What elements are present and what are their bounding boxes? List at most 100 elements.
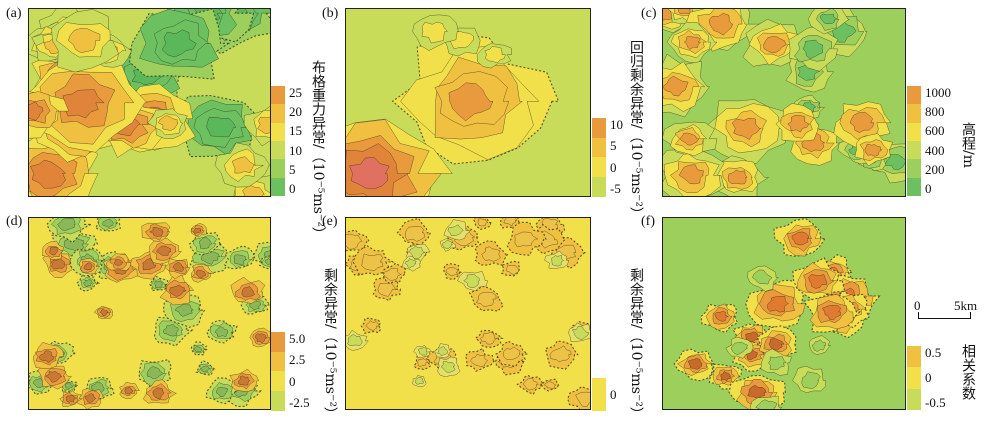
contour-d	[174, 304, 194, 317]
contour-f	[822, 305, 842, 320]
axis-title-c-elevation: 高程/m	[960, 122, 976, 168]
axis-title-f: 剩余异常/（10⁻⁵ms⁻²）	[628, 268, 644, 421]
contour-d	[38, 350, 55, 363]
axis-title-f-correlation: 相关系数	[960, 344, 976, 400]
contour-c	[708, 13, 734, 36]
colorbar-b-swatch	[592, 157, 606, 177]
contour-e	[447, 224, 464, 236]
colorbar-c-tick: 1000	[925, 85, 951, 100]
panel-label-e: (e)	[322, 214, 338, 229]
colorbar-a-tick: 20	[289, 104, 302, 120]
contour-d	[84, 393, 97, 403]
colorbar-a-tick: 25	[289, 85, 302, 100]
contour-e	[437, 346, 448, 357]
colorbar-b-tick: 5	[610, 138, 617, 154]
contour-d	[169, 284, 187, 297]
contour-a	[161, 29, 197, 58]
colorbar-d-swatch	[271, 371, 285, 391]
contour-a	[29, 101, 44, 121]
contour-c	[678, 164, 704, 185]
contour-e	[445, 267, 459, 276]
contour-e	[404, 258, 417, 269]
scale-bar-end: 5km	[954, 298, 978, 313]
scale-bar-tick-left	[918, 312, 919, 319]
colorbar-c-swatch	[907, 122, 921, 142]
contour-d	[57, 218, 76, 231]
contour-d	[99, 308, 109, 316]
contour-e	[361, 253, 384, 271]
contour-b	[484, 46, 506, 64]
map-e	[345, 217, 591, 410]
colorbar-b-tick: -5	[610, 181, 621, 196]
contour-f	[768, 356, 787, 371]
contour-c	[864, 143, 883, 157]
map-f-svg	[663, 218, 905, 409]
contour-d	[45, 371, 63, 383]
contour-c	[731, 117, 762, 140]
map-f-correlation	[662, 217, 906, 410]
contour-d	[193, 227, 202, 234]
contour-c	[727, 169, 748, 185]
contour-c	[763, 36, 788, 54]
colorbar-a-tick: 10	[289, 142, 302, 158]
panel-label-d: (d)	[6, 214, 23, 229]
contour-d	[149, 226, 164, 237]
contour-f	[730, 341, 749, 355]
colorbar-f: 0.5 0 -0.5	[907, 346, 946, 411]
contour-f	[768, 338, 785, 351]
contour-d	[233, 254, 247, 266]
colorbar-e-tick: 0	[610, 387, 617, 402]
contour-f	[714, 311, 729, 322]
contour-c	[679, 132, 700, 146]
scale-bar: 0 5km	[914, 298, 978, 328]
contour-e	[571, 325, 590, 340]
scale-bar-start: 0	[914, 298, 921, 313]
colorbar-d-tick: 5.0	[289, 331, 306, 346]
panel-label-b: (b)	[322, 6, 339, 21]
contour-d	[146, 366, 164, 380]
contour-e	[477, 218, 489, 227]
contour-d	[193, 346, 203, 353]
scale-bar-line	[918, 318, 970, 319]
contour-c	[787, 115, 810, 133]
contour-a	[242, 184, 265, 196]
map-d-svg	[29, 218, 270, 409]
colorbar-a-swatch	[271, 141, 285, 160]
contour-a	[257, 116, 270, 135]
colorbar-b-swatch	[592, 137, 606, 158]
colorbar-c-tick: 0	[925, 181, 932, 196]
colorbar-e: 0	[592, 378, 617, 411]
contour-d	[64, 382, 73, 389]
contour-e	[440, 361, 456, 373]
axis-title-a: 布格重力异常/（10⁻⁵ms⁻²）	[310, 60, 326, 241]
contour-d	[195, 269, 207, 279]
contour-e	[409, 246, 426, 260]
colorbar-a-swatch	[271, 104, 285, 124]
contour-d	[198, 237, 213, 250]
contour-d	[255, 333, 268, 343]
colorbar-b: 10 5 0 -5	[592, 118, 623, 197]
contour-f	[755, 399, 778, 409]
colorbar-e-swatch	[592, 378, 606, 411]
contour-e	[417, 347, 428, 356]
scale-bar-tick-right	[970, 312, 971, 319]
colorbar-d: 5.0 2.5 0 -2.5	[271, 332, 310, 411]
contour-f	[791, 231, 810, 246]
colorbar-c-swatch	[907, 141, 921, 160]
colorbar-a-swatch	[271, 159, 285, 179]
contour-b	[421, 21, 448, 44]
contour-f	[752, 269, 773, 285]
colorbar-b-swatch	[592, 176, 606, 197]
contour-d	[156, 245, 172, 256]
contour-f	[811, 339, 826, 352]
colorbar-d-swatch	[271, 351, 285, 372]
colorbar-c: 1000 800 600 400 200 0	[907, 86, 951, 197]
panel-label-a: (a)	[6, 6, 22, 21]
colorbar-b-swatch	[592, 118, 606, 138]
contour-e	[346, 233, 363, 250]
contour-e	[415, 377, 424, 385]
contour-d	[124, 387, 134, 395]
contour-d	[163, 323, 179, 337]
contour-e	[551, 255, 565, 267]
colorbar-a-swatch	[271, 177, 285, 197]
